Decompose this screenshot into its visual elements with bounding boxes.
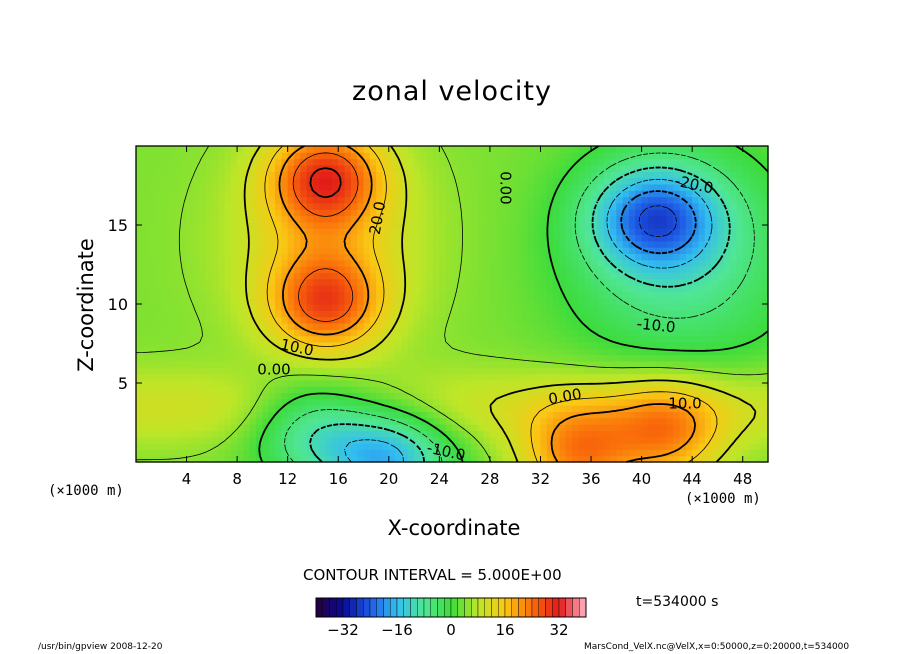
colorbar-swatch	[363, 597, 371, 618]
footer-left-text: /usr/bin/gpview 2008-12-20	[38, 642, 163, 652]
contour-level-line	[638, 205, 678, 237]
contour-level-line	[344, 179, 713, 463]
colorbar-swatch	[383, 597, 391, 618]
colorbar-swatch	[504, 597, 512, 618]
contour-label: 0.00	[547, 385, 583, 409]
colorbar-swatch	[444, 597, 452, 618]
colorbar-swatch	[518, 597, 526, 618]
colorbar-swatch	[396, 597, 404, 618]
contour-lines: 20.00.00 -20.010.0-10.010.00.000.00-10.0	[135, 145, 769, 464]
colorbar-swatch	[450, 597, 458, 618]
colorbar-swatch	[572, 597, 580, 618]
x-unit-right: (×1000 m)	[685, 491, 761, 507]
colorbar-swatch	[336, 597, 344, 618]
colorbar-swatch	[329, 597, 337, 618]
x-tick-label: 40	[632, 470, 651, 488]
colorbar-swatch	[558, 597, 566, 618]
colorbar-swatch	[390, 597, 398, 618]
colorbar-swatch	[423, 597, 431, 618]
colorbar-swatch	[471, 597, 479, 618]
contour-level-line	[284, 152, 755, 463]
colorbar-tick-label: 0	[446, 621, 456, 639]
colorbar-swatch	[410, 597, 418, 618]
colorbar-swatch	[457, 597, 465, 618]
chart-title: zonal velocity	[352, 76, 552, 107]
footer-right-text: MarsCond_VelX.nc@VelX,x=0:50000,z=0:2000…	[584, 642, 850, 652]
x-tick-label: 16	[329, 470, 348, 488]
colorbar-swatch	[437, 597, 445, 618]
colorbar-swatch	[322, 597, 330, 618]
contour-level-line	[309, 167, 342, 199]
contour-interval-text: CONTOUR INTERVAL = 5.000E+00	[303, 566, 562, 584]
colorbar-swatch	[531, 597, 539, 618]
x-tick-label: 48	[733, 470, 752, 488]
colorbar-outline	[315, 597, 587, 618]
colorbar-swatch	[430, 597, 438, 618]
x-tick-label: 28	[480, 470, 499, 488]
colorbar-swatch	[484, 597, 492, 618]
y-tick-label: 5	[118, 374, 128, 393]
contour-level-line	[243, 145, 757, 463]
x-tick-label: 44	[683, 470, 702, 488]
x-tick-label: 8	[232, 470, 242, 488]
contour-level-line	[309, 166, 731, 463]
y-tick-label: 10	[108, 295, 128, 314]
y-axis-label: Z-coordinate	[74, 238, 98, 372]
colorbar-tick-label: −32	[327, 621, 359, 639]
y-tick-label: 15	[108, 216, 128, 235]
colorbar-tick-label: 32	[549, 621, 568, 639]
x-tick-label: 20	[379, 470, 398, 488]
colorbar-swatch	[356, 597, 364, 618]
contour-label: 20.0	[366, 200, 390, 236]
colorbar-swatch	[498, 597, 506, 618]
contour-level-line	[278, 145, 696, 463]
x-axis-label: X-coordinate	[387, 516, 521, 540]
colorbar-swatch	[349, 597, 357, 618]
colorbar-swatch	[369, 597, 377, 618]
colorbar-swatch	[376, 597, 384, 618]
contour-level-line	[292, 152, 359, 322]
contour-label: -10.0	[636, 315, 676, 337]
contour-level-line	[135, 145, 769, 463]
colorbar-swatch	[477, 597, 485, 618]
colorbar-swatch	[565, 597, 573, 618]
x-tick-label: 4	[182, 470, 192, 488]
colorbar-swatch	[464, 597, 472, 618]
contour-label: 0.00	[257, 361, 290, 379]
contour-label: 10.0	[668, 395, 701, 413]
colorbar: −32 −16 0 16 32	[315, 597, 587, 639]
colorbar-tick-label: 16	[495, 621, 514, 639]
colorbar-swatch	[511, 597, 519, 618]
contour-level-line	[264, 145, 718, 463]
contour-level-line	[258, 145, 769, 463]
colorbar-swatch	[491, 597, 499, 618]
colorbar-swatch	[342, 597, 350, 618]
contour-level-line	[620, 190, 697, 255]
x-tick-label: 12	[278, 470, 297, 488]
colorbar-swatch	[417, 597, 425, 618]
colorbar-tick-label: −16	[381, 621, 413, 639]
x-unit-left: (×1000 m)	[48, 483, 124, 499]
contour-label: 0.00	[497, 171, 515, 204]
colorbar-swatch	[403, 597, 411, 618]
x-tick-label: 24	[430, 470, 449, 488]
colorbar-swatch	[552, 597, 560, 618]
x-tick-label: 32	[531, 470, 550, 488]
colorbar-swatch	[525, 597, 533, 618]
time-label: t=534000 s	[636, 594, 719, 610]
x-tick-label: 36	[581, 470, 600, 488]
colorbar-swatch	[315, 597, 323, 618]
colorbar-swatch	[579, 597, 587, 618]
colorbar-swatch	[538, 597, 546, 618]
heatmap-field	[136, 146, 769, 463]
colorbar-swatch	[545, 597, 553, 618]
